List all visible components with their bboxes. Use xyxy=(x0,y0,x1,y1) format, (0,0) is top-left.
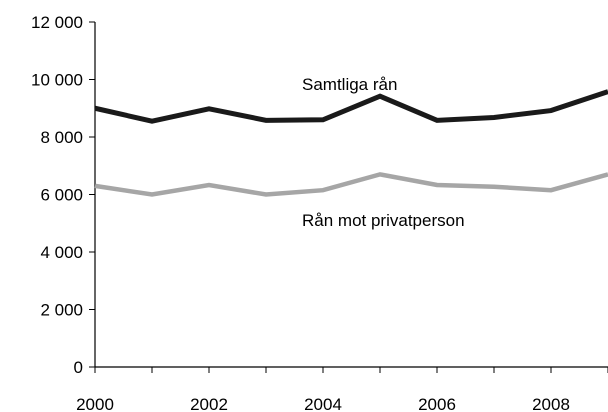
series-label-ran-mot-privatperson: Rån mot privatperson xyxy=(302,211,465,230)
y-tick-label: 2 000 xyxy=(40,301,83,320)
y-tick-label: 6 000 xyxy=(40,186,83,205)
y-tick-label: 0 xyxy=(74,358,83,377)
x-tick-label: 2004 xyxy=(304,395,342,412)
y-tick-label: 10 000 xyxy=(31,71,83,90)
series-label-samtliga-ran: Samtliga rån xyxy=(302,75,397,94)
y-tick-label: 8 000 xyxy=(40,128,83,147)
y-axis-ticks: 0 2 000 4 000 6 000 8 000 10 000 12 000 xyxy=(31,13,95,377)
x-tick-label: 2000 xyxy=(76,395,114,412)
x-axis-ticks: 2000 2002 2004 2006 2008 xyxy=(76,367,608,412)
series-line-ran-mot-privatperson xyxy=(94,172,608,197)
x-tick-label: 2006 xyxy=(418,395,456,412)
y-tick-label: 4 000 xyxy=(40,243,83,262)
series-line-samtliga-ran xyxy=(94,89,608,124)
x-tick-label: 2008 xyxy=(532,395,570,412)
series-layer xyxy=(94,89,608,197)
x-tick-label: 2002 xyxy=(190,395,228,412)
y-tick-label: 12 000 xyxy=(31,13,83,32)
